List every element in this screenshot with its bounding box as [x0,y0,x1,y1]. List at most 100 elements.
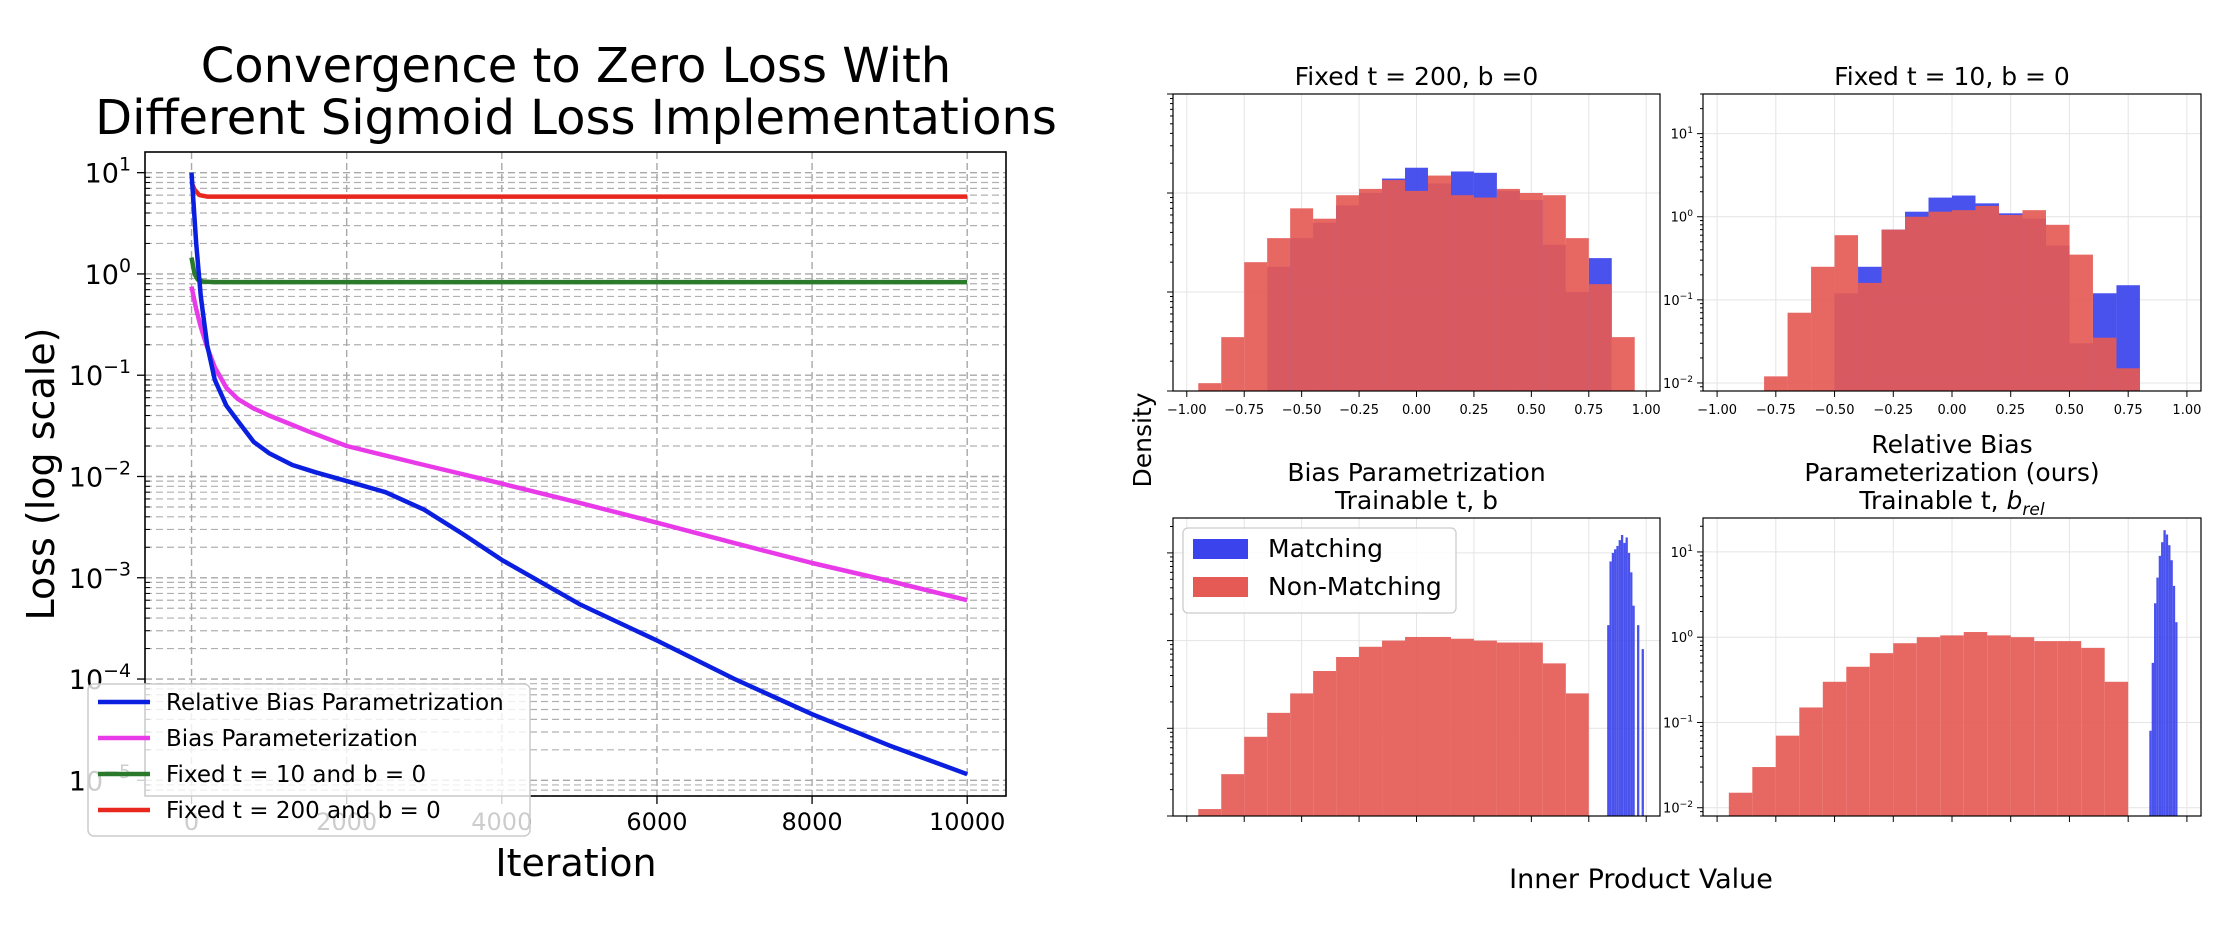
histogram-bar [1359,646,1383,816]
x-tick-label: −0.25 [1339,403,1379,418]
histogram-bar [1336,195,1360,391]
histogram-bar [1632,605,1635,816]
histogram-panel: −1.00 −0.75 −0.50 −0.25 0.00 0.25 0.50 0.75 1.00… [1167,62,1661,418]
histogram-bar [1975,205,1999,391]
x-tick-label: −1.00 [1167,403,1207,418]
histogram-bar [1565,238,1589,391]
histogram-bar [1382,640,1406,816]
histogram-bar [2151,662,2155,816]
histogram-bar [1609,561,1612,816]
y-tick-label: 101 [1671,126,1693,143]
histogram-panel: 10−2 10−1 100 101 Relative BiasParameterizat… [1663,430,2202,822]
plot-frame [1702,93,2202,392]
x-tick-label: 0.00 [1402,403,1431,418]
x-tick-label: 1.00 [1632,403,1661,418]
histogram-bar [2104,681,2129,816]
histogram-bar [2057,641,2082,816]
histogram-panel: −1.00 −0.75 −0.50 −0.25 0.00 0.25 0.50 0.75 1.00… [1663,62,2202,418]
histogram-bar [2175,622,2178,816]
histogram-bar [1611,337,1635,391]
x-tick-label: 0.00 [1938,403,1967,418]
histogram-bar [2158,555,2162,816]
y-tick-label: 10−1 [69,356,131,392]
histogram-bar [1641,649,1644,816]
shared-y-label: Density [1128,392,1157,487]
histogram-bar [1940,635,1964,816]
panel-title: Fixed t = 200, b =0 [1295,62,1539,91]
x-tick-label: 0.75 [1574,403,1603,418]
histogram-bar [1244,736,1268,816]
loss-chart: 10−510−410−310−210−110010102000400060008… [19,38,1057,885]
x-tick-label: 8000 [782,808,843,836]
histogram-bar [1616,545,1619,816]
y-tick-label: 10−1 [1663,715,1693,732]
y-tick-label: 10−2 [1663,800,1693,817]
histogram-bar [2161,542,2164,816]
y-tick-label: 101 [1671,544,1693,561]
histogram-bar [1905,216,1929,391]
histogram-bar [2165,534,2169,816]
histogram-bar [1963,632,1988,816]
chart-title: Convergence to Zero Loss With [201,38,951,94]
histogram-bar [1519,642,1543,816]
histogram-bar [2045,224,2070,391]
y-tick-label: 10−2 [69,457,131,493]
legend-label: Fixed t = 10 and b = 0 [166,762,426,788]
histogram-bar [1496,188,1520,391]
histogram-bar [1290,208,1314,391]
x-tick-label: 0.50 [1517,403,1546,418]
legend-swatch [1193,539,1248,559]
histogram-bar [1614,549,1617,816]
histogram-bar [1382,180,1406,391]
series-line [189,257,968,285]
histogram-bar [1427,636,1451,816]
plot-frame [144,151,1007,797]
histogram-bar [1846,666,1870,816]
x-tick-label: −0.50 [1282,403,1322,418]
histogram-bar [1244,262,1268,391]
x-tick-label: 0.25 [1996,403,2025,418]
panel-title: Trainable t, brel [1858,486,2044,520]
shared-x-label: Inner Product Value [1509,864,1773,895]
histogram-bar [1221,774,1245,816]
histogram-bar [1637,625,1640,816]
histogram-bar [2069,254,2093,391]
histogram-bar [1542,195,1566,391]
histogram-bar [1881,229,1906,391]
histogram-bar [1607,625,1610,816]
legend: Relative Bias Parametrization Bias Parame… [87,683,531,837]
histogram-bar [1822,681,1847,816]
histogram-bar [2149,730,2152,816]
histogram-bar [1893,643,1917,816]
histogram-bar [2154,603,2157,816]
histogram-bar [1221,337,1245,391]
legend-swatch [1193,577,1248,597]
histogram-bar [1565,693,1589,816]
panel-title: Relative Bias [1871,430,2032,459]
plot-frame [1702,517,2202,817]
histogram-bar [1764,376,1788,391]
histogram-bar [1858,282,1882,391]
histogram-bar [2022,210,2046,391]
histogram-bar [1519,193,1543,391]
series-line [189,181,968,199]
legend-label: Relative Bias Parametrization [166,690,504,716]
histogram-bar [1473,640,1497,816]
legend-box [87,683,531,837]
histogram-bar [2170,560,2173,816]
histogram-bar [1359,188,1383,391]
histogram-bar [1473,197,1497,391]
series-line [189,172,968,777]
histogram-bar [1313,671,1337,816]
histogram-bar [1952,210,1976,391]
histogram-bar [2172,585,2176,816]
histogram-bar [2010,637,2035,816]
x-axis-label: Iteration [495,841,656,885]
histogram-bar [1267,238,1291,391]
histogram-bar [1198,383,1222,391]
histogram-bar [2156,577,2159,816]
series-line [189,286,968,603]
histogram-bar [2116,285,2140,391]
y-tick-label: 10−1 [1663,292,1693,309]
